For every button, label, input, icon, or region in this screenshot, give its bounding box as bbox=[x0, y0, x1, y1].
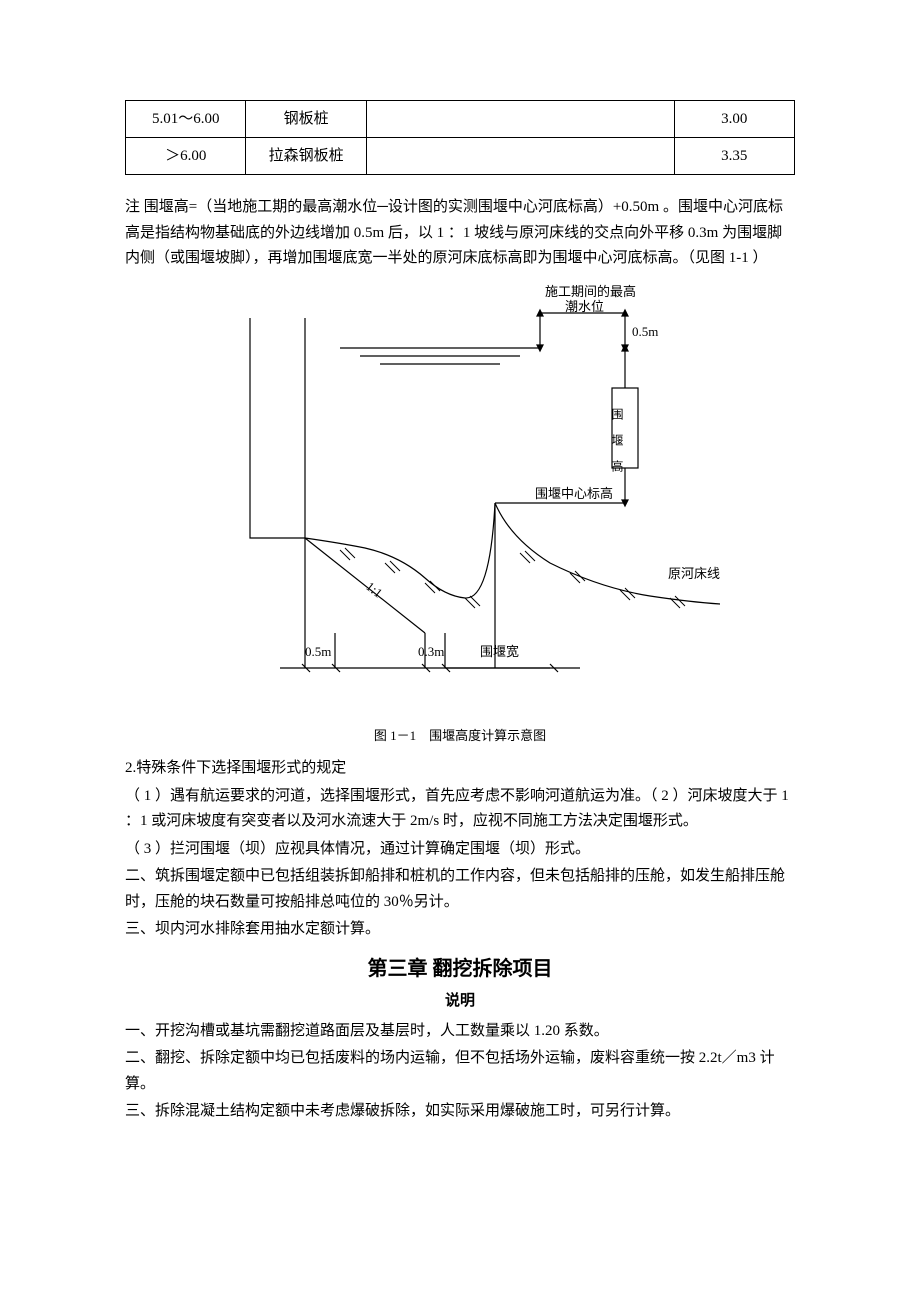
ch3-p2: 二、翻挖、拆除定额中均已包括废料的场内运输，但不包括场外运输，废料容重统一按 2… bbox=[125, 1046, 795, 1097]
chapter-3-title: 第三章 翻挖拆除项目 bbox=[125, 953, 795, 985]
chapter-3-sub: 说明 bbox=[125, 989, 795, 1013]
lbl-03: 0.3m bbox=[418, 644, 444, 659]
lbl-centerh: 围堰中心标高 bbox=[535, 486, 613, 501]
ch3-p3: 三、拆除混凝土结构定额中未考虑爆破拆除，如实际采用爆破施工时，可另行计算。 bbox=[125, 1099, 795, 1125]
cell: 3.35 bbox=[674, 138, 794, 175]
heading-2: 2.特殊条件下选择围堰形式的规定 bbox=[125, 756, 795, 782]
lbl-slope: 1:1 bbox=[363, 578, 385, 600]
lbl-halfm: 0.5m bbox=[632, 324, 658, 339]
note-text: 注 围堰高=（当地施工期的最高潮水位─设计图的实测围堰中心河底标高）+0.50m… bbox=[125, 195, 795, 272]
spec-table: 5.01～6.00 钢板桩 3.00 ＞6.00 拉森钢板桩 3.35 bbox=[125, 100, 795, 175]
cell: 钢板桩 bbox=[246, 101, 366, 138]
para-1: （ 1 ）遇有航运要求的河道，选择围堰形式，首先应考虑不影响河道航运为准。（ 2… bbox=[125, 784, 795, 835]
para-4: 三、坝内河水排除套用抽水定额计算。 bbox=[125, 917, 795, 943]
lbl-damh: 围 堰 高 bbox=[610, 407, 624, 472]
cell: 3.00 bbox=[674, 101, 794, 138]
cell: ＞6.00 bbox=[126, 138, 246, 175]
para-3: 二、筑拆围堰定额中已包括组装拆卸船排和桩机的工作内容，但未包括船排的压舱，如发生… bbox=[125, 864, 795, 915]
ch3-p1: 一、开挖沟槽或基坑需翻挖道路面层及基层时，人工数量乘以 1.20 系数。 bbox=[125, 1019, 795, 1045]
table-row: 5.01～6.00 钢板桩 3.00 bbox=[126, 101, 795, 138]
cell: 拉森钢板桩 bbox=[246, 138, 366, 175]
lbl-damw: 围堰宽 bbox=[480, 644, 519, 659]
cofferdam-diagram: 施工期间的最高 潮水位 0.5m 围 堰 高 围堰中心标高 原河床线 围堰宽 0… bbox=[190, 278, 730, 718]
lbl-tide: 施工期间的最高 bbox=[545, 284, 636, 299]
cell bbox=[366, 138, 674, 175]
lbl-05: 0.5m bbox=[305, 644, 331, 659]
cell bbox=[366, 101, 674, 138]
cell: 5.01～6.00 bbox=[126, 101, 246, 138]
para-2: （ 3 ）拦河围堰（坝）应视具体情况，通过计算确定围堰（坝）形式。 bbox=[125, 837, 795, 863]
diagram-container: 施工期间的最高 潮水位 0.5m 围 堰 高 围堰中心标高 原河床线 围堰宽 0… bbox=[125, 278, 795, 718]
table-row: ＞6.00 拉森钢板桩 3.35 bbox=[126, 138, 795, 175]
lbl-tide2: 潮水位 bbox=[565, 299, 604, 314]
diagram-caption: 图 1－1 围堰高度计算示意图 bbox=[125, 726, 795, 747]
lbl-riverbed: 原河床线 bbox=[668, 566, 720, 581]
